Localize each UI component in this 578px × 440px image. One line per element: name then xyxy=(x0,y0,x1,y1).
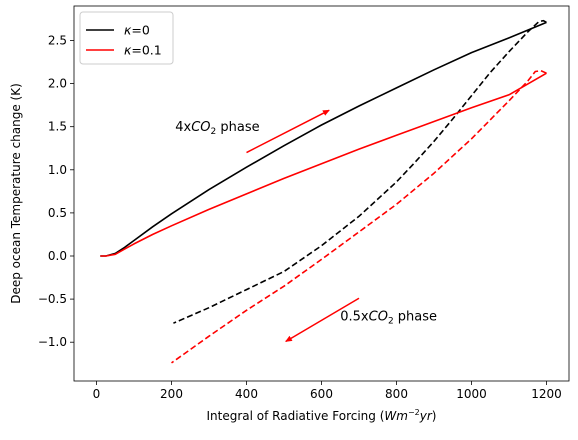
x-tick-label: 200 xyxy=(160,387,183,401)
annotation-arrow-0 xyxy=(246,109,330,154)
y-axis-label: Deep ocean Temperature change (K) xyxy=(9,83,23,304)
legend-label-1: κ=0.1 xyxy=(124,43,162,58)
y-tick-label: 0.5 xyxy=(48,206,67,220)
series-line-0 xyxy=(100,21,547,257)
annotation-layer: 4xCO2 phase 0.5xCO2 phase xyxy=(175,120,437,327)
series-line-3 xyxy=(171,69,547,364)
legend: κ=0 κ=0.1 xyxy=(79,11,174,65)
annotation-text-1: 0.5xCO2 phase xyxy=(340,310,437,327)
annotation-arrow-1 xyxy=(285,297,360,342)
y-tick-label: 2.0 xyxy=(48,77,67,91)
x-tick-label: 800 xyxy=(385,387,408,401)
y-tick-label: 0.0 xyxy=(48,249,67,263)
y-tick-label: 1.0 xyxy=(48,163,67,177)
x-ticks: 0 200 400 600 800 1000 1200 xyxy=(93,381,562,401)
x-tick-label: 1000 xyxy=(456,387,487,401)
x-tick-label: 1200 xyxy=(531,387,562,401)
y-tick-label: −0.5 xyxy=(38,292,67,306)
x-tick-label: 400 xyxy=(235,387,258,401)
x-tick-label: 600 xyxy=(310,387,333,401)
y-tick-label: 1.5 xyxy=(48,120,67,134)
legend-box xyxy=(79,11,174,65)
y-tick-label: −1.0 xyxy=(38,335,67,349)
series-line-2 xyxy=(100,72,547,257)
x-tick-label: 0 xyxy=(93,387,101,401)
series-line-1 xyxy=(173,19,547,324)
series-layer xyxy=(100,19,547,364)
y-tick-label: 2.5 xyxy=(48,33,67,47)
annotation-text-0: 4xCO2 phase xyxy=(175,120,259,137)
y-ticks: −1.0 −0.5 0.0 0.5 1.0 1.5 2.0 2.5 xyxy=(38,33,74,349)
x-axis-label: Integral of Radiative Forcing (Wm−2yr) xyxy=(207,408,437,423)
arrow-layer xyxy=(246,109,360,342)
legend-label-0: κ=0 xyxy=(124,23,150,38)
